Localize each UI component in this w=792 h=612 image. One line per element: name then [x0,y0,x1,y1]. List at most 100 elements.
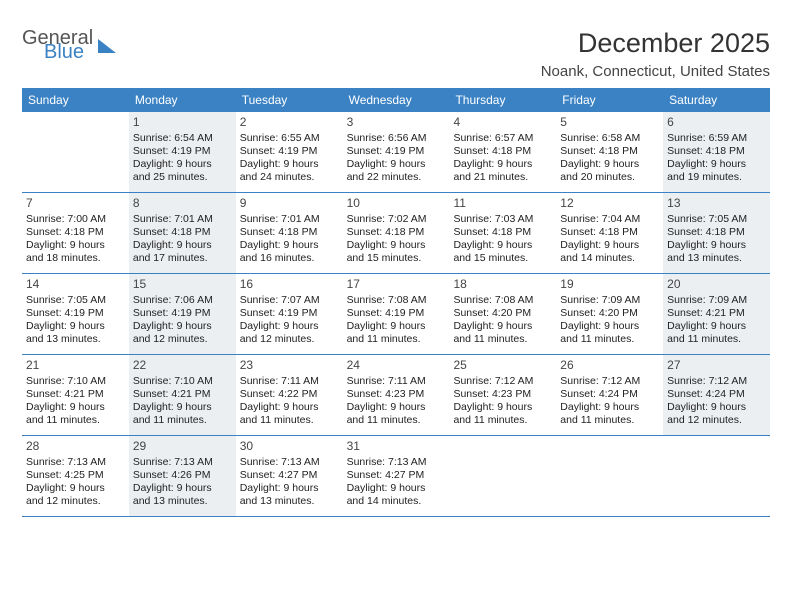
day-number: 23 [240,358,339,373]
day-number: 16 [240,277,339,292]
calendar-day: 9Sunrise: 7:01 AMSunset: 4:18 PMDaylight… [236,193,343,273]
calendar-day: 24Sunrise: 7:11 AMSunset: 4:23 PMDayligh… [343,355,450,435]
day-line-sunrise: Sunrise: 7:13 AM [133,456,232,469]
calendar-week: 7Sunrise: 7:00 AMSunset: 4:18 PMDaylight… [22,193,770,274]
day-header: Friday [556,88,663,112]
day-line-sunrise: Sunrise: 7:08 AM [347,294,446,307]
day-line-sunset: Sunset: 4:21 PM [133,388,232,401]
day-line-sunrise: Sunrise: 7:05 AM [26,294,125,307]
day-line-sunrise: Sunrise: 6:54 AM [133,132,232,145]
day-line-dl1: Daylight: 9 hours [133,158,232,171]
calendar-day: 7Sunrise: 7:00 AMSunset: 4:18 PMDaylight… [22,193,129,273]
day-line-sunset: Sunset: 4:19 PM [347,307,446,320]
calendar-day: 28Sunrise: 7:13 AMSunset: 4:25 PMDayligh… [22,436,129,516]
day-line-dl2: and 24 minutes. [240,171,339,184]
day-line-dl1: Daylight: 9 hours [453,320,552,333]
day-line-sunset: Sunset: 4:23 PM [347,388,446,401]
day-line-sunset: Sunset: 4:18 PM [453,145,552,158]
day-number: 18 [453,277,552,292]
day-line-sunset: Sunset: 4:27 PM [240,469,339,482]
day-header: Wednesday [343,88,450,112]
day-number: 13 [667,196,766,211]
calendar-day: 25Sunrise: 7:12 AMSunset: 4:23 PMDayligh… [449,355,556,435]
day-line-sunrise: Sunrise: 7:00 AM [26,213,125,226]
day-line-dl1: Daylight: 9 hours [26,320,125,333]
day-line-sunset: Sunset: 4:27 PM [347,469,446,482]
day-line-dl2: and 17 minutes. [133,252,232,265]
day-number: 4 [453,115,552,130]
day-number: 8 [133,196,232,211]
calendar-day: 12Sunrise: 7:04 AMSunset: 4:18 PMDayligh… [556,193,663,273]
day-line-sunset: Sunset: 4:23 PM [453,388,552,401]
day-number: 24 [347,358,446,373]
calendar-day: 17Sunrise: 7:08 AMSunset: 4:19 PMDayligh… [343,274,450,354]
calendar-header-row: SundayMondayTuesdayWednesdayThursdayFrid… [22,88,770,112]
calendar-day: 26Sunrise: 7:12 AMSunset: 4:24 PMDayligh… [556,355,663,435]
day-line-sunset: Sunset: 4:21 PM [26,388,125,401]
calendar-day: 1Sunrise: 6:54 AMSunset: 4:19 PMDaylight… [129,112,236,192]
day-line-sunset: Sunset: 4:22 PM [240,388,339,401]
logo-text-blue: Blue [44,42,93,62]
day-header: Tuesday [236,88,343,112]
day-line-sunset: Sunset: 4:20 PM [560,307,659,320]
day-line-sunrise: Sunrise: 6:55 AM [240,132,339,145]
day-line-sunrise: Sunrise: 7:01 AM [133,213,232,226]
calendar-week: 14Sunrise: 7:05 AMSunset: 4:19 PMDayligh… [22,274,770,355]
calendar-day: 8Sunrise: 7:01 AMSunset: 4:18 PMDaylight… [129,193,236,273]
day-header: Thursday [449,88,556,112]
day-line-dl1: Daylight: 9 hours [347,239,446,252]
day-line-dl1: Daylight: 9 hours [453,401,552,414]
day-line-sunrise: Sunrise: 7:08 AM [453,294,552,307]
day-line-dl1: Daylight: 9 hours [133,320,232,333]
calendar-day: 10Sunrise: 7:02 AMSunset: 4:18 PMDayligh… [343,193,450,273]
day-number: 31 [347,439,446,454]
day-number: 6 [667,115,766,130]
day-line-sunrise: Sunrise: 7:06 AM [133,294,232,307]
day-line-sunrise: Sunrise: 7:09 AM [667,294,766,307]
day-line-sunrise: Sunrise: 7:10 AM [133,375,232,388]
day-line-sunset: Sunset: 4:19 PM [347,145,446,158]
day-line-dl1: Daylight: 9 hours [560,239,659,252]
day-number: 28 [26,439,125,454]
day-line-sunset: Sunset: 4:20 PM [453,307,552,320]
day-number: 9 [240,196,339,211]
calendar-day: 3Sunrise: 6:56 AMSunset: 4:19 PMDaylight… [343,112,450,192]
calendar-day: 22 Sunrise: 7:10 AMSunset: 4:21 PMDayligh… [129,355,236,435]
day-number: 11 [453,196,552,211]
calendar-week: 1Sunrise: 6:54 AMSunset: 4:19 PMDaylight… [22,112,770,193]
day-line-dl2: and 11 minutes. [347,333,446,346]
day-number: 12 [560,196,659,211]
day-line-dl1: Daylight: 9 hours [133,401,232,414]
day-line-dl1: Daylight: 9 hours [347,401,446,414]
day-line-dl1: Daylight: 9 hours [347,320,446,333]
day-number: 3 [347,115,446,130]
day-line-dl2: and 18 minutes. [26,252,125,265]
day-line-dl1: Daylight: 9 hours [560,401,659,414]
day-line-dl2: and 11 minutes. [453,333,552,346]
calendar-day: 13Sunrise: 7:05 AMSunset: 4:18 PMDayligh… [663,193,770,273]
day-number: 10 [347,196,446,211]
day-line-dl2: and 12 minutes. [667,414,766,427]
day-line-sunrise: Sunrise: 7:13 AM [347,456,446,469]
day-line-sunset: Sunset: 4:25 PM [26,469,125,482]
day-line-sunrise: Sunrise: 7:04 AM [560,213,659,226]
day-line-dl1: Daylight: 9 hours [347,158,446,171]
day-line-sunrise: Sunrise: 7:02 AM [347,213,446,226]
day-line-sunset: Sunset: 4:18 PM [560,145,659,158]
day-header: Monday [129,88,236,112]
day-number: 21 [26,358,125,373]
day-number: 14 [26,277,125,292]
day-line-dl2: and 13 minutes. [667,252,766,265]
day-line-dl1: Daylight: 9 hours [667,320,766,333]
day-line-dl2: and 11 minutes. [240,414,339,427]
calendar-day [449,436,556,516]
day-line-dl2: and 13 minutes. [133,495,232,508]
day-number: 15 [133,277,232,292]
day-line-sunrise: Sunrise: 7:13 AM [26,456,125,469]
day-line-dl1: Daylight: 9 hours [453,239,552,252]
day-line-dl2: and 22 minutes. [347,171,446,184]
day-number: 22 [133,358,232,373]
day-line-sunset: Sunset: 4:19 PM [26,307,125,320]
day-line-sunset: Sunset: 4:24 PM [667,388,766,401]
day-line-sunset: Sunset: 4:24 PM [560,388,659,401]
